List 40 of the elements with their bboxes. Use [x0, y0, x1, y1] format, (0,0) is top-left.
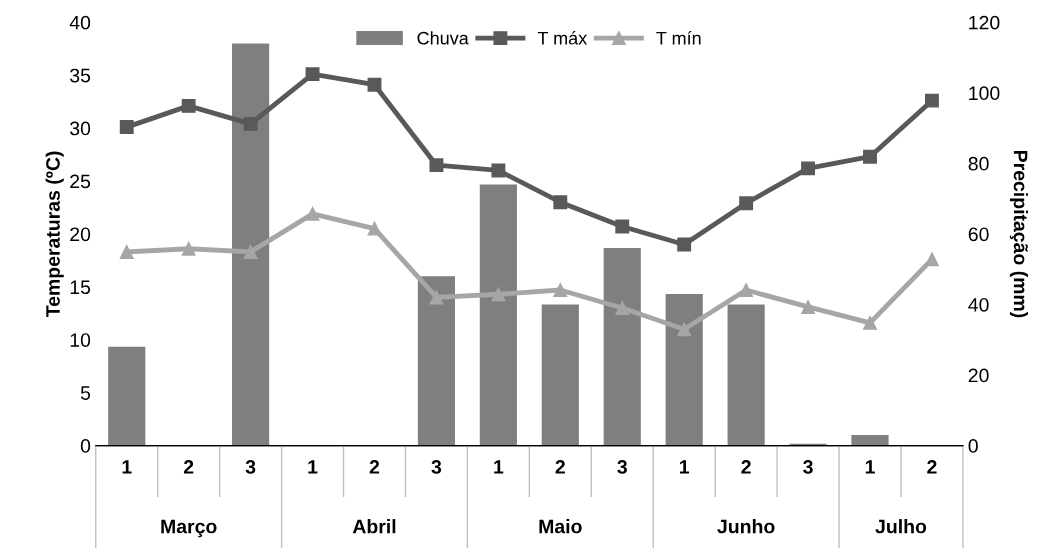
- x-tick-label: 1: [308, 460, 318, 474]
- y-tick-label: 25: [70, 174, 91, 189]
- y-tick-label: 40: [69, 15, 91, 30]
- x-tick-label: 2: [741, 460, 751, 474]
- y2-axis-title: Precipitação (mm): [1009, 150, 1028, 318]
- y2-tick-label: 60: [968, 227, 989, 242]
- text: Abril: [352, 519, 396, 534]
- legend-label: T mín: [656, 31, 701, 45]
- y-tick-label: 5: [80, 386, 91, 400]
- x-tick-label: 2: [555, 460, 565, 474]
- x-tick-label: 2: [183, 460, 194, 474]
- text: Maio: [539, 519, 582, 534]
- y2-tick-label: 40: [968, 297, 989, 312]
- x-tick-label: 3: [803, 460, 813, 474]
- text: Junho: [717, 519, 775, 534]
- y-tick-label: 30: [70, 121, 91, 136]
- text: Julho: [875, 519, 927, 534]
- x-tick-label: 2: [369, 460, 380, 474]
- legend-label: Chuva: [417, 31, 469, 45]
- text: Março: [161, 519, 217, 538]
- x-tick-label: 3: [431, 460, 442, 474]
- x-tick-label: 1: [122, 460, 132, 474]
- legend-label: T máx: [537, 31, 588, 45]
- y-tick-label: 10: [70, 333, 91, 348]
- y2-tick-label: 100: [969, 86, 1000, 101]
- y-tick-label: 15: [70, 280, 91, 295]
- x-tick-label: 1: [494, 460, 504, 474]
- y-tick-label: 0: [80, 439, 91, 453]
- x-tick-label: 1: [680, 460, 690, 474]
- y-tick-label: 20: [70, 227, 91, 242]
- y-tick-label: 35: [70, 68, 91, 83]
- y-axis-title: Temperaturas (ºC): [45, 151, 64, 318]
- x-tick-label: 1: [865, 460, 875, 474]
- y2-tick-label: 20: [968, 368, 989, 383]
- x-tick-label: 2: [927, 460, 937, 474]
- y2-tick-label: 80: [968, 156, 989, 171]
- y2-tick-label: 0: [968, 439, 978, 453]
- x-tick-label: 3: [245, 460, 256, 474]
- y2-tick-label: 120: [969, 15, 1000, 30]
- x-tick-label: 3: [617, 460, 627, 474]
